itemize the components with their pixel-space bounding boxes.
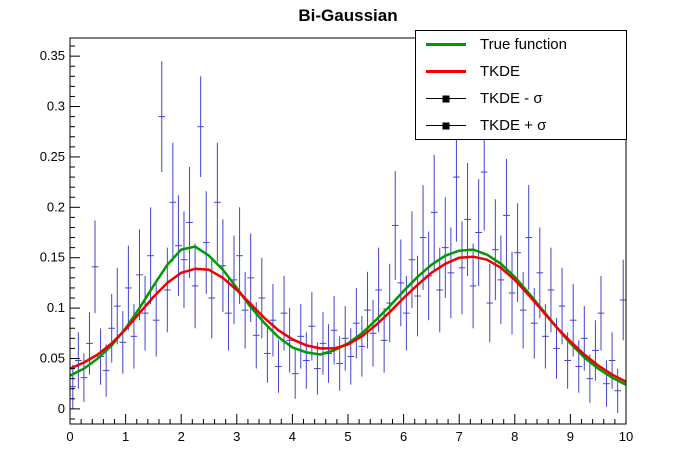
- y-tick-label: 0: [58, 401, 65, 416]
- y-tick-label: 0.2: [47, 199, 65, 214]
- axis-tick-labels: 0 1 2 3 4 5 6 7 8 9 10 0 0.05 0.1 0.15 0.2 0.25 0.3 0.35: [40, 48, 634, 444]
- x-tick-label: 8: [511, 429, 518, 444]
- y-tick-label: 0.3: [47, 99, 65, 114]
- legend-label: TKDE: [480, 63, 521, 80]
- legend-box: True function TKDE TKDE - σ TKDE + σ: [415, 30, 627, 140]
- y-tick-label: 0.15: [40, 250, 65, 265]
- x-tick-label: 1: [122, 429, 129, 444]
- x-tick-label: 5: [344, 429, 351, 444]
- y-tick-label: 0.1: [47, 300, 65, 315]
- legend-line-swatch: [426, 70, 466, 73]
- legend-entry: TKDE: [416, 58, 626, 85]
- legend-marker-swatch: [426, 122, 466, 129]
- legend-label: True function: [480, 36, 567, 53]
- legend-marker-swatch: [426, 95, 466, 102]
- true-function-curve: [69, 245, 627, 386]
- square-marker-icon: [442, 122, 450, 129]
- legend-entry: True function: [416, 31, 626, 58]
- legend-line-swatch: [426, 43, 466, 46]
- y-tick-label: 0.35: [40, 48, 65, 63]
- y-tick-label: 0.05: [40, 350, 65, 365]
- x-tick-label: 9: [567, 429, 574, 444]
- x-tick-label: 6: [400, 429, 407, 444]
- chart-title: Bi-Gaussian: [298, 6, 398, 25]
- legend-entry: TKDE + σ: [416, 112, 626, 139]
- x-tick-label: 3: [233, 429, 240, 444]
- legend-label: TKDE + σ: [480, 117, 547, 134]
- tkde-curve: [69, 255, 627, 383]
- x-tick-label: 2: [178, 429, 185, 444]
- legend-entry: TKDE - σ: [416, 85, 626, 112]
- legend-label: TKDE - σ: [480, 90, 543, 107]
- square-marker-icon: [442, 95, 450, 102]
- x-tick-label: 4: [289, 429, 296, 444]
- x-tick-label: 0: [66, 429, 73, 444]
- x-tick-label: 7: [456, 429, 463, 444]
- x-tick-label: 10: [619, 429, 633, 444]
- axis-ticks: [69, 45, 627, 424]
- y-tick-label: 0.25: [40, 149, 65, 164]
